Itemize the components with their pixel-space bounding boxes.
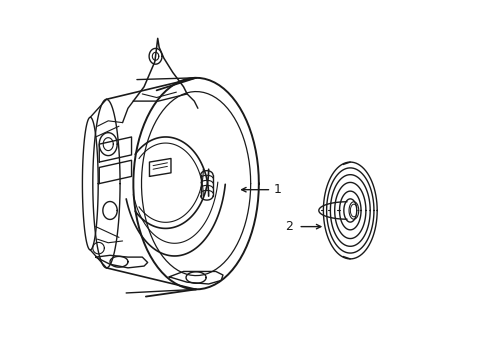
Text: 1: 1 [273, 183, 281, 196]
Text: 2: 2 [285, 220, 293, 233]
